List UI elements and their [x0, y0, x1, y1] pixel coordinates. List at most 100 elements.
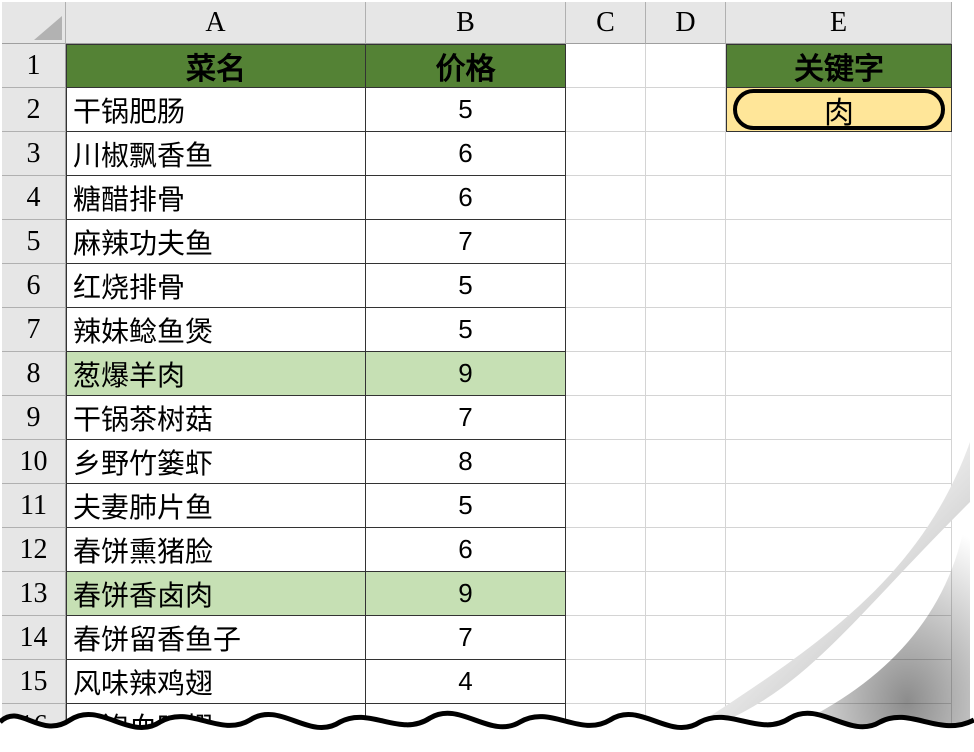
- empty-cell-D12[interactable]: [646, 528, 726, 572]
- row-header-8[interactable]: 8: [2, 352, 66, 396]
- empty-cell-C15[interactable]: [566, 660, 646, 704]
- empty-cell-E9[interactable]: [726, 396, 952, 440]
- column-header-C[interactable]: C: [566, 2, 646, 44]
- dish-name-cell[interactable]: 春饼香卤肉: [66, 572, 366, 616]
- dish-name-cell[interactable]: 干锅茶树菇: [66, 396, 366, 440]
- row-header-10[interactable]: 10: [2, 440, 66, 484]
- dish-price-cell[interactable]: 4: [366, 660, 566, 704]
- dish-price-cell[interactable]: 6: [366, 176, 566, 220]
- row-header-12[interactable]: 12: [2, 528, 66, 572]
- empty-cell-C16[interactable]: [566, 704, 646, 748]
- column-header-B[interactable]: B: [366, 2, 566, 44]
- empty-cell-D8[interactable]: [646, 352, 726, 396]
- empty-cell-E16[interactable]: [726, 704, 952, 748]
- empty-cell-E12[interactable]: [726, 528, 952, 572]
- column-header-D[interactable]: D: [646, 2, 726, 44]
- dish-price-cell[interactable]: 9: [366, 352, 566, 396]
- empty-cell-D11[interactable]: [646, 484, 726, 528]
- dish-name-cell[interactable]: 糖醋排骨: [66, 176, 366, 220]
- dish-name-cell[interactable]: 葱爆羊肉: [66, 352, 366, 396]
- empty-cell-D1[interactable]: [646, 44, 726, 88]
- empty-cell-D3[interactable]: [646, 132, 726, 176]
- empty-cell-C8[interactable]: [566, 352, 646, 396]
- empty-cell-C12[interactable]: [566, 528, 646, 572]
- dish-price-cell[interactable]: 5: [366, 308, 566, 352]
- empty-cell-D16[interactable]: [646, 704, 726, 748]
- empty-cell-E13[interactable]: [726, 572, 952, 616]
- dish-name-cell[interactable]: 风味辣鸡翅: [66, 660, 366, 704]
- dish-name-cell[interactable]: 春饼留香鱼子: [66, 616, 366, 660]
- empty-cell-C7[interactable]: [566, 308, 646, 352]
- dish-price-cell[interactable]: 5: [366, 88, 566, 132]
- row-header-11[interactable]: 11: [2, 484, 66, 528]
- empty-cell-C6[interactable]: [566, 264, 646, 308]
- empty-cell-D10[interactable]: [646, 440, 726, 484]
- empty-cell-C10[interactable]: [566, 440, 646, 484]
- dish-price-cell[interactable]: 5: [366, 264, 566, 308]
- empty-cell-C5[interactable]: [566, 220, 646, 264]
- select-all-corner[interactable]: [2, 2, 66, 44]
- dish-price-cell[interactable]: 3: [366, 704, 566, 748]
- row-header-6[interactable]: 6: [2, 264, 66, 308]
- dish-name-cell[interactable]: 麻辣功夫鱼: [66, 220, 366, 264]
- empty-cell-E15[interactable]: [726, 660, 952, 704]
- row-header-1[interactable]: 1: [2, 44, 66, 88]
- empty-cell-E3[interactable]: [726, 132, 952, 176]
- empty-cell-E8[interactable]: [726, 352, 952, 396]
- empty-cell-D14[interactable]: [646, 616, 726, 660]
- dish-price-cell[interactable]: 7: [366, 616, 566, 660]
- empty-cell-E4[interactable]: [726, 176, 952, 220]
- column-header-A[interactable]: A: [66, 2, 366, 44]
- dish-name-cell[interactable]: 川椒飘香鱼: [66, 132, 366, 176]
- empty-cell-C1[interactable]: [566, 44, 646, 88]
- row-header-15[interactable]: 15: [2, 660, 66, 704]
- dish-name-cell[interactable]: 红袍血旺翅: [66, 704, 366, 748]
- dish-name-cell[interactable]: 干锅肥肠: [66, 88, 366, 132]
- dish-name-cell[interactable]: 夫妻肺片鱼: [66, 484, 366, 528]
- empty-cell-D4[interactable]: [646, 176, 726, 220]
- empty-cell-D6[interactable]: [646, 264, 726, 308]
- row-header-5[interactable]: 5: [2, 220, 66, 264]
- empty-cell-E14[interactable]: [726, 616, 952, 660]
- empty-cell-C11[interactable]: [566, 484, 646, 528]
- empty-cell-E10[interactable]: [726, 440, 952, 484]
- empty-cell-D15[interactable]: [646, 660, 726, 704]
- dish-price-cell[interactable]: 6: [366, 528, 566, 572]
- empty-cell-D7[interactable]: [646, 308, 726, 352]
- empty-cell-D9[interactable]: [646, 396, 726, 440]
- empty-cell-C13[interactable]: [566, 572, 646, 616]
- dish-price-cell[interactable]: 6: [366, 132, 566, 176]
- empty-cell-C9[interactable]: [566, 396, 646, 440]
- empty-cell-C14[interactable]: [566, 616, 646, 660]
- empty-cell-C4[interactable]: [566, 176, 646, 220]
- row-header-4[interactable]: 4: [2, 176, 66, 220]
- empty-cell-D5[interactable]: [646, 220, 726, 264]
- empty-cell-E11[interactable]: [726, 484, 952, 528]
- dish-name-cell[interactable]: 春饼熏猪脸: [66, 528, 366, 572]
- dish-name-cell[interactable]: 乡野竹篓虾: [66, 440, 366, 484]
- column-header-E[interactable]: E: [726, 2, 952, 44]
- row-header-14[interactable]: 14: [2, 616, 66, 660]
- row-header-3[interactable]: 3: [2, 132, 66, 176]
- dish-price-cell[interactable]: 9: [366, 572, 566, 616]
- empty-cell-D13[interactable]: [646, 572, 726, 616]
- empty-cell-C3[interactable]: [566, 132, 646, 176]
- dish-name-cell[interactable]: 辣妹鲶鱼煲: [66, 308, 366, 352]
- empty-cell-E7[interactable]: [726, 308, 952, 352]
- empty-cell-E5[interactable]: [726, 220, 952, 264]
- keyword-value[interactable]: 肉: [726, 88, 952, 132]
- dish-price-cell[interactable]: 7: [366, 220, 566, 264]
- empty-cell-C2[interactable]: [566, 88, 646, 132]
- row-header-16[interactable]: 16: [2, 704, 66, 748]
- dish-price-cell[interactable]: 8: [366, 440, 566, 484]
- empty-cell-D2[interactable]: [646, 88, 726, 132]
- row-header-13[interactable]: 13: [2, 572, 66, 616]
- row-header-2[interactable]: 2: [2, 88, 66, 132]
- dish-price-cell[interactable]: 5: [366, 484, 566, 528]
- dish-price-cell[interactable]: 7: [366, 396, 566, 440]
- table-header-name: 菜名: [66, 44, 366, 88]
- dish-name-cell[interactable]: 红烧排骨: [66, 264, 366, 308]
- row-header-7[interactable]: 7: [2, 308, 66, 352]
- empty-cell-E6[interactable]: [726, 264, 952, 308]
- row-header-9[interactable]: 9: [2, 396, 66, 440]
